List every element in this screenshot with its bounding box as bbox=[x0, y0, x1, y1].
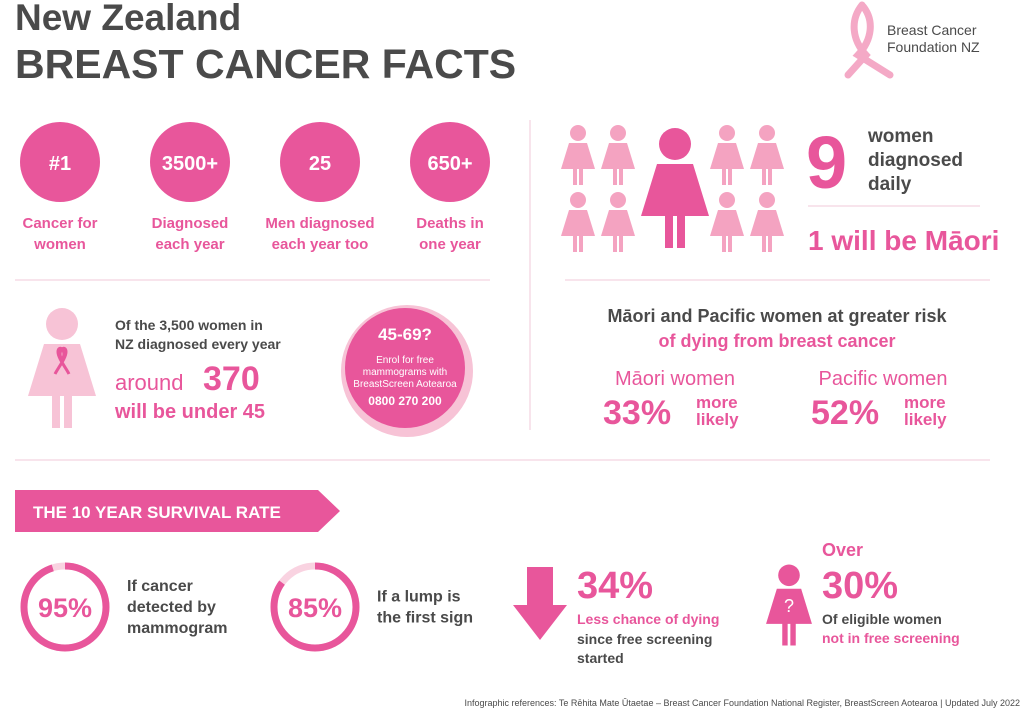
stats: #1 Cancer for women 3500+ Diagnosed each year… bbox=[20, 122, 490, 253]
stat-label: Deaths in bbox=[416, 215, 484, 232]
not-screened-text: Of eligible women bbox=[822, 611, 942, 627]
impact-text: Less chance of dying bbox=[577, 611, 719, 627]
stat-circle bbox=[20, 122, 100, 202]
maori-daily: 1 will be Māori bbox=[808, 225, 999, 256]
title: New Zealand bbox=[15, 0, 241, 38]
phone: 0800 270 200 bbox=[368, 394, 442, 408]
rate-text: If cancer bbox=[127, 578, 193, 595]
stat-label: Cancer for bbox=[22, 215, 97, 232]
ages: 45-69? bbox=[378, 325, 432, 344]
screening-text: mammograms with bbox=[363, 367, 447, 378]
logo-text: Breast Cancer bbox=[887, 22, 977, 38]
footer: Infographic references: Te Rēhita Mate Ū… bbox=[465, 698, 1021, 708]
ribbon bbox=[53, 346, 71, 375]
survival-rates: 95% If cancer detected by mammogram 85% If a … bbox=[20, 562, 473, 652]
under45-text: NZ diagnosed every year bbox=[115, 336, 281, 352]
risk-subtitle: of dying from breast cancer bbox=[658, 331, 895, 351]
ring-label: 85% bbox=[288, 593, 342, 623]
impact-value: 34% bbox=[577, 565, 653, 607]
banner-title: THE 10 YEAR SURVIVAL RATE bbox=[33, 503, 281, 522]
risk-title: Māori and Pacific women at greater risk bbox=[607, 306, 947, 326]
not-screened-value: 30% bbox=[822, 565, 898, 607]
screening-text: Enrol for free bbox=[376, 355, 434, 366]
rate-text: detected by bbox=[127, 599, 216, 616]
question-mark: ? bbox=[784, 596, 794, 616]
around: around bbox=[115, 370, 184, 395]
daily-text: women bbox=[867, 126, 933, 147]
under45-number: 370 bbox=[203, 360, 260, 398]
daily-number: 9 bbox=[806, 121, 847, 204]
stat-label: women bbox=[33, 236, 86, 253]
impact-text: started bbox=[577, 650, 624, 666]
under45-text: will be under 45 bbox=[114, 401, 265, 423]
group-name: Māori women bbox=[615, 368, 735, 390]
logo-text: Foundation NZ bbox=[887, 39, 980, 55]
stat-value: 3500+ bbox=[162, 153, 218, 175]
group-name: Pacific women bbox=[819, 368, 948, 390]
ring-arc bbox=[20, 562, 110, 652]
stat-value: 25 bbox=[309, 153, 331, 175]
stat-label: each year too bbox=[272, 236, 369, 253]
ring-label: 95% bbox=[38, 593, 92, 623]
stat-circle bbox=[410, 122, 490, 202]
daily-text: diagnosed bbox=[868, 150, 963, 171]
down-arrow bbox=[513, 567, 567, 640]
group-more: likely bbox=[696, 410, 739, 429]
under45-text: Of the 3,500 women in bbox=[115, 317, 263, 333]
stat-label: one year bbox=[419, 236, 481, 253]
impact-text: since free screening bbox=[577, 631, 712, 647]
screening-text: BreastScreen Aotearoa bbox=[353, 379, 457, 390]
logo-ribbon bbox=[844, 1, 894, 79]
rate-text: mammogram bbox=[127, 620, 227, 637]
stat-value: 650+ bbox=[427, 153, 472, 175]
group-more: more bbox=[696, 393, 738, 412]
banner bbox=[15, 490, 340, 532]
rate-text: If a lump is bbox=[377, 589, 461, 606]
not-screened-text: not in free screening bbox=[822, 630, 960, 646]
woman-icon bbox=[28, 308, 96, 428]
title: BREAST CANCER FACTS bbox=[15, 41, 516, 87]
group-value: 52% bbox=[811, 394, 879, 432]
ring-arc bbox=[270, 562, 360, 652]
group-value: 33% bbox=[603, 394, 671, 432]
group-more: more bbox=[904, 393, 946, 412]
rate-text: the first sign bbox=[377, 610, 473, 627]
stat-circle bbox=[280, 122, 360, 202]
woman-icon bbox=[641, 128, 709, 248]
daily-text: daily bbox=[868, 174, 912, 195]
stat-label: each year bbox=[155, 236, 224, 253]
blob bbox=[345, 308, 465, 428]
stat-label: Diagnosed bbox=[152, 215, 229, 232]
stat-label: Men diagnosed bbox=[265, 215, 374, 232]
stat-value: #1 bbox=[49, 153, 71, 175]
over: Over bbox=[822, 540, 863, 560]
group-more: likely bbox=[904, 410, 947, 429]
stat-circle bbox=[150, 122, 230, 202]
